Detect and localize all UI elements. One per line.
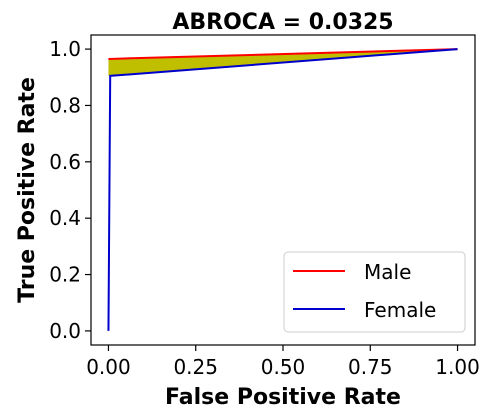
- lines-layer: [107, 48, 458, 331]
- x-tick-label: 0.00: [86, 355, 131, 379]
- x-tick-label: 0.50: [261, 355, 306, 379]
- y-tick-label: 0.8: [49, 93, 81, 117]
- x-axis-label: False Positive Rate: [165, 385, 401, 410]
- x-ticks: 0.00 0.25 0.50 0.75 1.00: [86, 345, 480, 379]
- x-tick-label: 0.25: [173, 355, 218, 379]
- y-ticks: 0.0 0.2 0.4 0.6 0.8 1.0: [49, 37, 91, 343]
- series-line-male: [108, 48, 458, 60]
- legend: Male Female: [283, 251, 466, 333]
- legend-label-female: Female: [364, 298, 436, 322]
- y-tick-label: 0.6: [49, 150, 81, 174]
- y-tick-label: 0.0: [49, 319, 81, 343]
- x-tick-label: 1.00: [435, 355, 480, 379]
- series-line-female: [107, 48, 458, 331]
- y-tick-label: 0.2: [49, 263, 81, 287]
- y-axis-label: True Positive Rate: [15, 77, 40, 303]
- x-tick-label: 0.75: [348, 355, 393, 379]
- chart-title: ABROCA = 0.0325: [172, 10, 393, 35]
- y-tick-label: 1.0: [49, 37, 81, 61]
- y-tick-label: 0.4: [49, 206, 81, 230]
- legend-label-male: Male: [364, 260, 411, 284]
